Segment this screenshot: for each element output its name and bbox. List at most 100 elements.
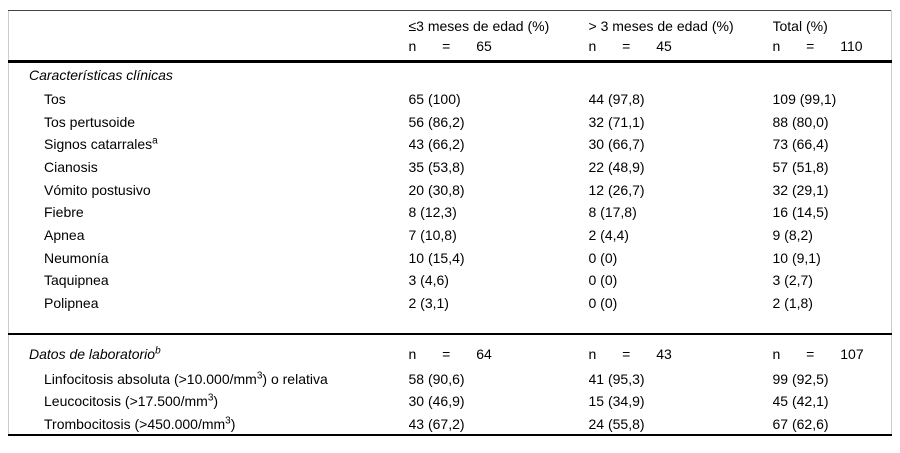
- cell-value: 32 (29,1): [772, 181, 829, 198]
- cell-value: 10 (15,4): [408, 249, 465, 266]
- section-n-value: n = 43: [588, 345, 672, 362]
- cell-value: 41 (95,3): [588, 370, 645, 387]
- row-label-text: Taquipnea: [44, 272, 109, 289]
- cell-value: 12 (26,7): [588, 181, 645, 198]
- table-row: Neumonía 10 (15,4) 0 (0) 10 (9,1): [9, 246, 892, 269]
- row-label: Trombocitosis (>450.000/mm3): [9, 413, 409, 436]
- section-title-text: Características clínicas: [29, 67, 173, 84]
- cell-value: 8 (12,3): [408, 204, 457, 221]
- row-label-text: Fiebre: [44, 204, 84, 221]
- cell-value: 45 (42,1): [772, 393, 829, 410]
- column-n-count: n = 65: [408, 38, 492, 54]
- cell-value: 65 (100): [408, 90, 461, 107]
- row-label: Linfocitosis absoluta (>10.000/mm3) o re…: [9, 367, 409, 390]
- cell-value: 0 (0): [588, 272, 618, 289]
- cell-value: 8 (17,8): [588, 204, 637, 221]
- section-title-row: Datos de laboratoriob n = 64 n = 43 n = 107: [8, 334, 892, 367]
- cell-value: 3 (4,6): [408, 272, 449, 289]
- cell-value: 56 (86,2): [408, 113, 465, 130]
- cell-value: 22 (48,9): [588, 158, 645, 175]
- section-title: Datos de laboratoriob: [9, 334, 409, 367]
- row-label-text: Vómito postusivo: [44, 181, 151, 198]
- row-label-text: Leucocitosis (>17.500/mm: [44, 393, 208, 410]
- table-row: Linfocitosis absoluta (>10.000/mm3) o re…: [9, 367, 892, 390]
- cell-value: 57 (51,8): [772, 158, 829, 175]
- cell-value: 0 (0): [588, 295, 618, 312]
- table-row: Cianosis 35 (53,8) 22 (48,9) 57 (51,8): [9, 156, 892, 179]
- row-label-superscript: 3: [256, 370, 263, 382]
- column-n-count: n = 110: [772, 38, 863, 54]
- section-title-row: Características clínicas: [9, 62, 892, 88]
- table-row: Tos 65 (100) 44 (97,8) 109 (99,1): [9, 88, 892, 111]
- cell-value: 2 (1,8): [772, 295, 813, 312]
- cell-value: 7 (10,8): [408, 226, 457, 243]
- spacer-row: [9, 314, 892, 334]
- cell-value: 43 (67,2): [408, 415, 465, 432]
- row-label-superscript: 3: [207, 392, 214, 404]
- table-body: Características clínicas Tos 65 (100) 44 (9…: [8, 62, 892, 436]
- table-row: Tos pertusoide 56 (86,2) 32 (71,1) 88 (80,0…: [9, 110, 892, 133]
- cell-value: 15 (34,9): [588, 393, 645, 410]
- section-n-value: [409, 62, 589, 88]
- section-title: Características clínicas: [9, 62, 409, 88]
- row-label-text: Linfocitosis absoluta (>10.000/mm: [44, 370, 257, 387]
- cell-value: 9 (8,2): [772, 226, 813, 243]
- section-n-value: n = 107: [772, 345, 864, 362]
- column-header-label: ≤3 meses de edad (%): [408, 18, 550, 34]
- row-label: Taquipnea: [9, 269, 409, 292]
- header-empty-cell: [8, 10, 409, 63]
- section-title-text: Datos de laboratorio: [29, 345, 156, 362]
- row-label-text: Signos catarrales: [44, 136, 153, 153]
- table-row: Signos catarralesa 43 (66,2) 30 (66,7) 73 (…: [9, 133, 892, 156]
- row-label-superscript: a: [152, 135, 158, 147]
- column-header-label: Total (%): [772, 18, 828, 34]
- cell-value: 99 (92,5): [772, 370, 829, 387]
- table-row: Polipnea 2 (3,1) 0 (0) 2 (1,8): [9, 292, 892, 315]
- row-label-text: Tos pertusoide: [44, 113, 136, 130]
- cell-value: 32 (71,1): [588, 113, 645, 130]
- row-label-text: ): [213, 393, 219, 410]
- section-n-value: [589, 62, 773, 88]
- column-header-total: Total (%) n = 110: [772, 10, 892, 63]
- cell-value: 88 (80,0): [772, 113, 829, 130]
- cell-value: 30 (66,7): [588, 136, 645, 153]
- clinical-characteristics-table: ≤3 meses de edad (%) n = 65 > 3 meses de…: [8, 10, 892, 437]
- table-row: Apnea 7 (10,8) 2 (4,4) 9 (8,2): [9, 224, 892, 247]
- row-label-text: Neumonía: [44, 249, 109, 266]
- row-label-text: Trombocitosis (>450.000/mm: [44, 415, 226, 432]
- cell-value: 3 (2,7): [772, 272, 813, 289]
- row-label: Neumonía: [9, 246, 409, 269]
- table-row: Taquipnea 3 (4,6) 0 (0) 3 (2,7): [9, 269, 892, 292]
- cell-value: 109 (99,1): [772, 90, 837, 107]
- cell-value: 2 (3,1): [408, 295, 449, 312]
- row-label: Fiebre: [9, 201, 409, 224]
- row-label-text: ) o relativa: [262, 370, 328, 387]
- cell-value: 10 (9,1): [772, 249, 821, 266]
- column-header-label: > 3 meses de edad (%): [588, 18, 734, 34]
- cell-value: 30 (46,9): [408, 393, 465, 410]
- row-label: Tos: [9, 88, 409, 111]
- row-label-superscript: 3: [225, 414, 231, 426]
- row-label-text: Apnea: [44, 226, 85, 243]
- section-title-superscript: b: [155, 345, 161, 357]
- row-label-text: Polipnea: [44, 295, 99, 312]
- cell-value: 20 (30,8): [408, 181, 465, 198]
- table-row: Fiebre 8 (12,3) 8 (17,8) 16 (14,5): [9, 201, 892, 224]
- section-n-value: [773, 62, 892, 88]
- row-label: Vómito postusivo: [9, 178, 409, 201]
- row-label: Tos pertusoide: [9, 110, 409, 133]
- row-label-text: ): [230, 415, 236, 432]
- cell-value: 35 (53,8): [408, 158, 465, 175]
- row-label: Cianosis: [9, 156, 409, 179]
- cell-value: 16 (14,5): [772, 204, 829, 221]
- cell-value: 2 (4,4): [588, 226, 629, 243]
- cell-value: 58 (90,6): [408, 370, 465, 387]
- row-label-text: Tos: [44, 90, 66, 107]
- row-label: Apnea: [9, 224, 409, 247]
- section-n-value: n = 64: [408, 345, 492, 362]
- column-n-count: n = 45: [588, 38, 672, 54]
- row-label: Polipnea: [9, 292, 409, 315]
- cell-value: 43 (66,2): [408, 136, 465, 153]
- table-row: Leucocitosis (>17.500/mm3) 30 (46,9) 15 (3…: [9, 390, 892, 413]
